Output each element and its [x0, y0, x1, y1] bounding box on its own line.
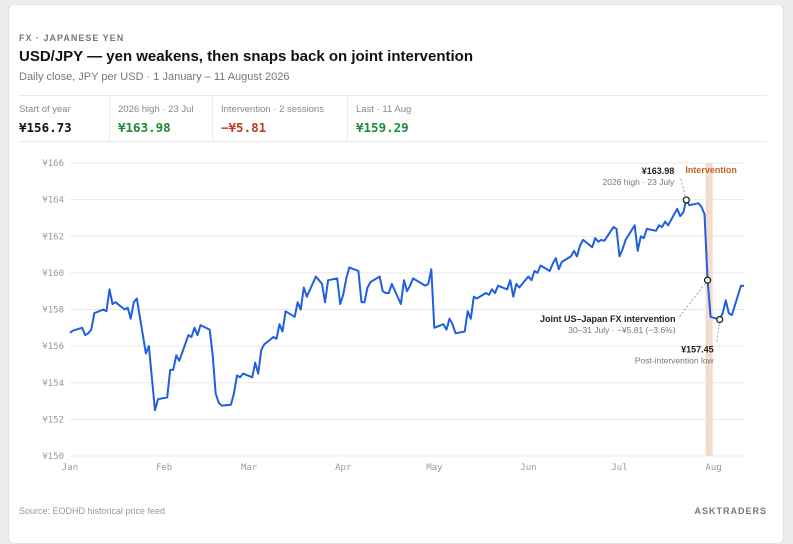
annotation-leader [678, 279, 708, 319]
stat-year-high: 2026 high · 23 Jul ¥163.98 [110, 96, 213, 141]
x-axis: Jan Feb Mar Apr May Jun Jul Aug [62, 463, 722, 473]
x-tick-label: Feb [156, 463, 172, 473]
source-note: Source: EODHD historical price feed [19, 506, 166, 516]
stat-value: −¥5.81 [221, 120, 267, 135]
section-kicker: FX · JAPANESE YEN [19, 33, 125, 43]
line-chart: Intervention ¥150 ¥152 ¥154 ¥156 ¥158 ¥160 ¥16… [42, 159, 745, 473]
y-axis: ¥150 ¥152 ¥154 ¥156 ¥158 ¥160 ¥162 ¥164 ¥166 [42, 159, 64, 462]
x-tick-label: May [426, 463, 443, 473]
x-tick-label: Aug [706, 463, 722, 473]
stat-label: Start of year [19, 104, 71, 115]
usdjpy-line [69, 199, 745, 412]
stat-value: ¥159.29 [356, 120, 409, 135]
y-tick-label: ¥158 [42, 306, 64, 316]
annotation-marker [716, 315, 724, 324]
y-tick-label: ¥156 [42, 342, 64, 352]
annotation-subtitle: 30–31 July · −¥5.81 (−3.6%) [568, 325, 675, 335]
stat-label: Intervention · 2 sessions [221, 104, 324, 115]
grid [70, 162, 744, 457]
brand-logo-text: ASKTRADERS [694, 506, 767, 516]
y-tick-label: ¥150 [42, 452, 64, 462]
intervention-band-label: Intervention [685, 165, 737, 175]
series-layer [69, 199, 745, 412]
annotation-marker [703, 276, 712, 284]
stat-value: ¥163.98 [118, 120, 171, 135]
y-tick-label: ¥164 [42, 196, 64, 206]
annotation-subtitle: 2026 high · 23 July [602, 177, 675, 187]
annotation-marker [682, 196, 690, 204]
x-tick-label: Jun [520, 463, 536, 473]
chart-card [8, 4, 784, 544]
y-tick-label: ¥160 [42, 269, 64, 279]
annotation-title: ¥163.98 [642, 166, 675, 176]
x-tick-label: Apr [335, 463, 352, 473]
chart-title: USD/JPY — yen weakens, then snaps back o… [19, 48, 474, 65]
stat-intervention: Intervention · 2 sessions −¥5.81 [213, 96, 348, 141]
x-tick-label: Jan [62, 463, 78, 473]
stats-row: Start of year ¥156.73 2026 high · 23 Jul… [19, 95, 767, 142]
chart-subtitle: Daily close, JPY per USD · 1 January – 1… [19, 71, 290, 83]
stat-label: 2026 high · 23 Jul [118, 104, 194, 115]
y-tick-label: ¥166 [42, 159, 64, 169]
y-tick-label: ¥152 [42, 415, 64, 425]
annotation-subtitle: Post-intervention low [635, 356, 715, 366]
x-tick-label: Jul [611, 463, 627, 473]
stat-start-of-year: Start of year ¥156.73 [19, 96, 110, 141]
stat-last: Last · 11 Aug ¥159.29 [348, 96, 450, 141]
x-tick-label: Mar [241, 463, 258, 473]
y-tick-label: ¥162 [42, 232, 64, 242]
y-tick-label: ¥154 [42, 379, 64, 389]
annotation-title: ¥157.45 [681, 345, 714, 355]
stat-label: Last · 11 Aug [356, 104, 412, 115]
annotation-title: Joint US–Japan FX intervention [540, 314, 676, 324]
stat-value: ¥156.73 [19, 120, 72, 135]
